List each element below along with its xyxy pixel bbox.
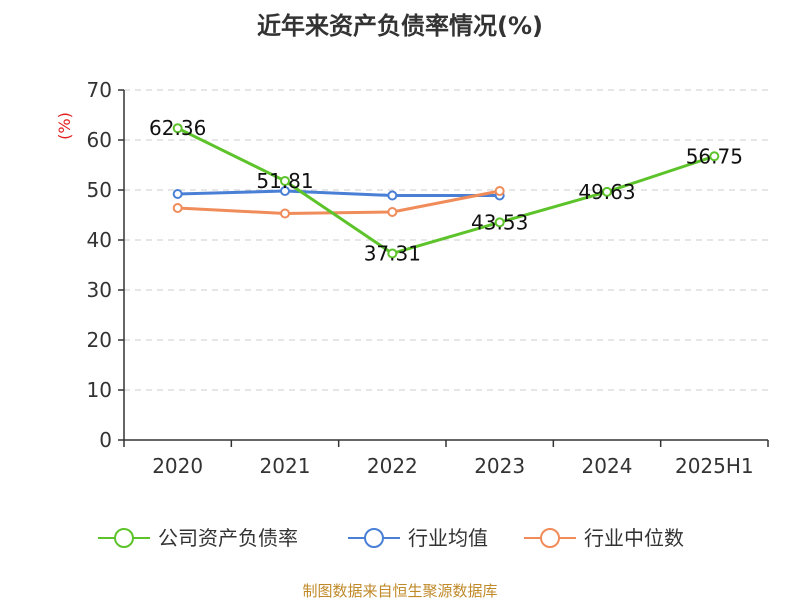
legend-label: 公司资产负债率 [158,526,298,550]
data-point [602,186,612,197]
y-tick-label: 10 [87,378,112,402]
data-label: 43.53 [471,210,528,234]
y-axis-unit: (%) [55,112,74,140]
data-point [172,189,183,199]
data-labels: 62.36 51.81 37.31 43.53 49.63 56.75 [149,116,743,265]
data-point [280,186,290,196]
data-point [172,123,183,134]
series-lines [172,123,720,259]
y-tick-label: 20 [87,328,112,352]
data-label: 62.36 [149,116,206,140]
x-tick-label: 2024 [582,454,633,478]
data-point [172,203,183,213]
x-tick-label: 2025H1 [675,454,754,478]
data-point [387,248,398,259]
legend-marker [540,528,560,548]
y-tick-label: 50 [87,178,112,202]
legend: 公司资产负债率 行业均值 行业中位数 [98,526,684,550]
legend-label: 行业中位数 [584,526,684,550]
y-tick-label: 0 [99,428,112,452]
data-point [280,175,290,186]
data-label: 49.63 [578,180,635,204]
x-tick-label: 2023 [474,454,525,478]
legend-marker [114,528,134,548]
data-label: 37.31 [364,241,421,265]
data-label: 56.75 [686,144,743,168]
data-point [494,186,505,196]
grid-lines [124,89,768,391]
series-line [177,126,715,255]
data-point [280,208,290,219]
legend-marker [364,528,384,548]
data-point [387,207,398,217]
source-note: 制图数据来自恒生聚源数据库 [302,582,497,600]
data-point [387,190,398,201]
series-line [177,189,500,197]
data-point [709,151,720,162]
y-tick-label: 40 [87,228,112,252]
x-tick-label: 2022 [367,454,418,478]
data-label: 51.81 [256,169,313,193]
data-point [494,217,505,228]
legend-label: 行业均值 [408,526,488,550]
chart-title: 近年来资产负债率情况(%) [257,12,543,40]
axes: 0 10 20 30 40 50 60 70 2020 2021 2022 2023 2024 2025H… [87,78,769,478]
y-tick-label: 70 [87,78,112,102]
y-tick-label: 30 [87,278,112,302]
series-line [177,189,500,215]
x-tick-label: 2020 [152,454,203,478]
y-tick-label: 60 [87,128,112,152]
x-tick-label: 2021 [260,454,311,478]
